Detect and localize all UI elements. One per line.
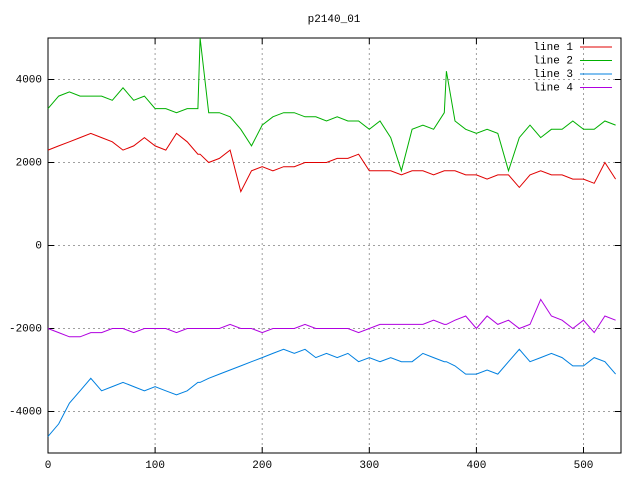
data-line [47, 132, 617, 193]
plot-border [47, 37, 622, 454]
data-line [47, 348, 616, 437]
x-tick-label: 200 [252, 460, 272, 472]
chart-title: p2140_01 [308, 14, 361, 26]
legend-label: line 4 [533, 82, 573, 94]
data-line [47, 37, 616, 173]
x-tick-label: 300 [359, 460, 379, 472]
legend-label: line 3 [533, 69, 573, 81]
y-tick-label: 2000 [16, 157, 42, 169]
x-tick-label: 400 [467, 460, 487, 472]
x-tick-label: 500 [574, 460, 594, 472]
legend-label: line 2 [533, 55, 573, 67]
x-tick-label: 100 [145, 460, 165, 472]
y-tick-label: -2000 [9, 323, 42, 335]
legend-label: line 1 [533, 42, 573, 54]
y-tick-label: -4000 [9, 406, 42, 418]
x-tick-label: 0 [45, 460, 52, 472]
data-line [47, 298, 616, 338]
y-tick-label: 0 [35, 240, 42, 252]
y-tick-label: 4000 [16, 74, 42, 86]
